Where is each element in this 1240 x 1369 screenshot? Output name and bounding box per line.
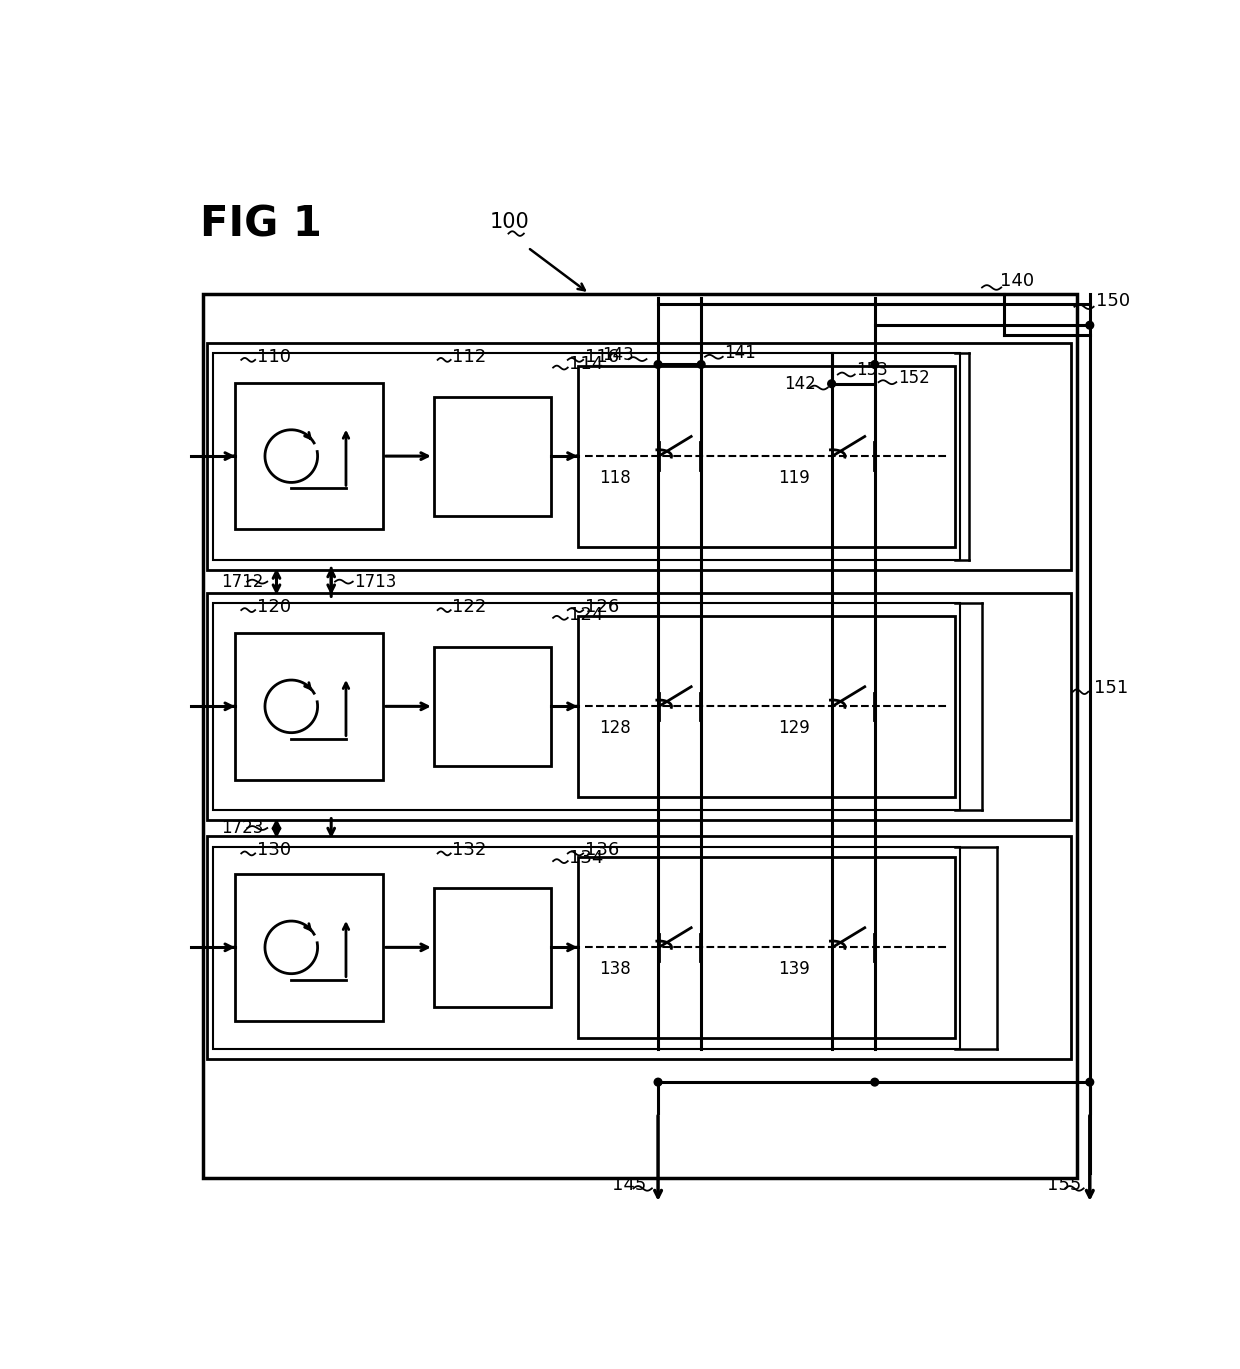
Circle shape (828, 379, 836, 387)
Text: 1713: 1713 (355, 572, 397, 590)
Bar (578, 857, 955, 1038)
Text: FIG 1: FIG 1 (201, 204, 322, 245)
Text: 122: 122 (453, 598, 486, 616)
Bar (213, 846, 961, 1049)
Bar (213, 604, 961, 810)
Bar (578, 616, 955, 797)
Text: 143: 143 (603, 346, 635, 364)
Text: 110: 110 (257, 348, 290, 366)
Bar (236, 634, 383, 779)
Text: 1723: 1723 (221, 819, 263, 836)
Circle shape (655, 360, 662, 368)
Bar (578, 366, 955, 548)
Text: 141: 141 (724, 344, 756, 361)
Text: 116: 116 (585, 348, 619, 366)
Bar (207, 836, 1071, 1060)
Bar (434, 888, 551, 1008)
Bar (236, 875, 383, 1020)
Circle shape (1086, 1079, 1094, 1086)
Text: 134: 134 (569, 849, 604, 867)
Text: 153: 153 (857, 361, 888, 379)
Text: 120: 120 (257, 598, 291, 616)
Circle shape (870, 360, 879, 368)
Text: 124: 124 (569, 605, 604, 624)
Text: 139: 139 (777, 960, 810, 977)
Text: 112: 112 (453, 348, 486, 366)
Bar (203, 293, 1076, 1177)
Text: 129: 129 (777, 719, 810, 737)
Bar (213, 353, 961, 560)
Text: 132: 132 (453, 842, 486, 860)
Text: 151: 151 (1094, 679, 1128, 697)
Bar (207, 593, 1071, 820)
Text: 142: 142 (784, 375, 816, 393)
Text: 130: 130 (257, 842, 291, 860)
Bar (434, 397, 551, 516)
Circle shape (697, 360, 706, 368)
Text: 1712: 1712 (221, 572, 263, 590)
Bar (207, 342, 1071, 570)
Bar (434, 648, 551, 767)
Text: 136: 136 (585, 842, 619, 860)
Bar (236, 383, 383, 530)
Text: 155: 155 (1048, 1176, 1081, 1194)
Text: 140: 140 (999, 272, 1034, 290)
Text: 150: 150 (1096, 293, 1130, 311)
Text: 145: 145 (611, 1176, 646, 1194)
Circle shape (870, 1079, 879, 1086)
Circle shape (655, 1079, 662, 1086)
Text: 126: 126 (585, 598, 619, 616)
Circle shape (1086, 322, 1094, 329)
Text: 138: 138 (599, 960, 631, 977)
Text: 118: 118 (599, 468, 631, 486)
Text: 152: 152 (898, 370, 930, 387)
Text: 128: 128 (599, 719, 631, 737)
Text: 114: 114 (569, 356, 604, 374)
Text: 119: 119 (777, 468, 810, 486)
Text: 100: 100 (490, 212, 529, 231)
